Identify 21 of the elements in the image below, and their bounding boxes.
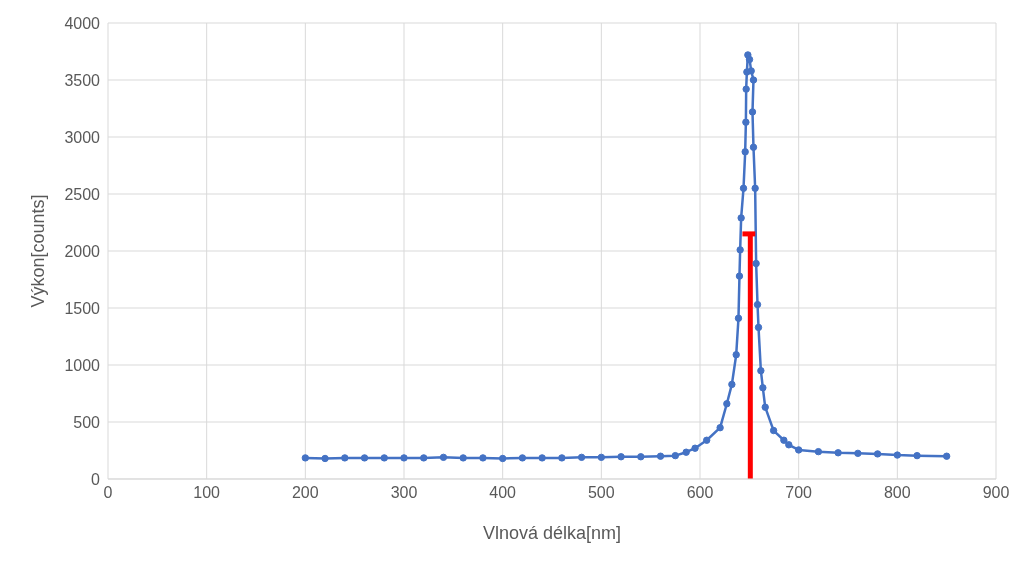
y-tick-label: 1500 [64,299,101,317]
x-tick-label: 800 [883,484,911,502]
y-tick-label: 0 [91,470,101,488]
x-tick-label: 500 [587,484,615,502]
y-axis-title: Výkon[counts] [28,194,49,308]
y-tick-label: 2500 [64,185,101,203]
y-tick-label: 3000 [64,128,101,146]
x-tick-label: 900 [982,484,1010,502]
y-tick-label: 3500 [64,71,101,89]
y-tick-label: 1000 [64,356,101,374]
x-tick-label: 400 [489,484,517,502]
x-tick-label: 100 [193,484,221,502]
y-tick-label: 500 [73,413,101,431]
x-tick-label: 700 [785,484,813,502]
y-tick-label: 4000 [64,14,101,32]
x-tick-label: 300 [390,484,418,502]
x-tick-label: 600 [686,484,714,502]
x-axis-title: Vlnová délka[nm] [482,523,622,543]
x-tick-label: 200 [291,484,319,502]
x-tick-label: 0 [103,484,113,502]
y-tick-label: 2000 [64,242,101,260]
